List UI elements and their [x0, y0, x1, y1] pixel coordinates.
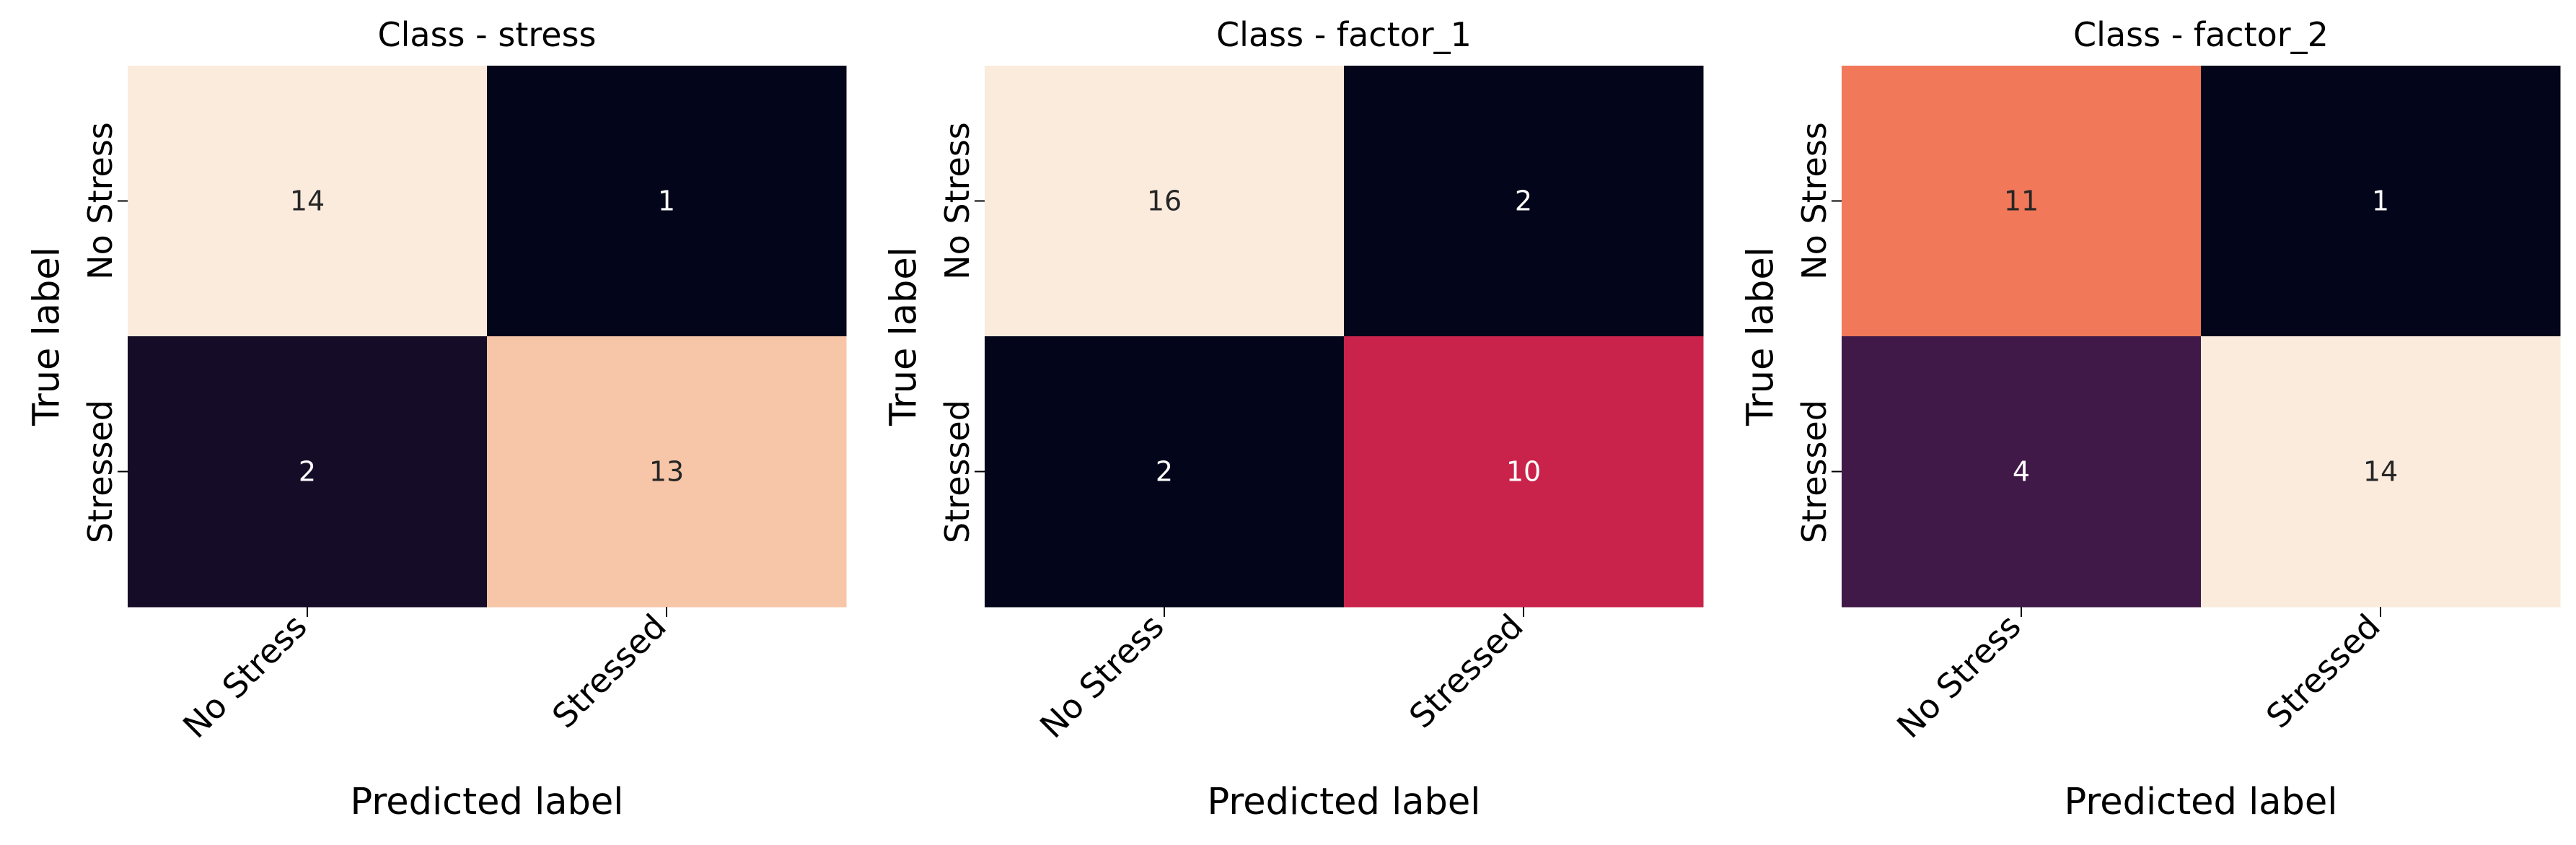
x-axis-label: Predicted label — [351, 781, 624, 823]
cell-value-label: 1 — [2372, 185, 2389, 217]
x-tick-label: Stressed — [545, 607, 674, 736]
y-axis-label: True label — [26, 247, 69, 426]
y-tick-label: No Stress — [81, 122, 120, 280]
cell-value-label: 2 — [299, 456, 316, 488]
x-tick-label: Stressed — [1402, 607, 1531, 736]
x-tick-label: Stressed — [2259, 607, 2388, 736]
y-tick-label: Stressed — [938, 400, 977, 543]
cell-value-label: 14 — [2363, 456, 2398, 488]
heatmap-panel: 14 1 2 13 Class - stress No Stress Stressed No … — [26, 15, 847, 823]
x-axis-label: Predicted label — [2065, 781, 2338, 823]
heatmap-cell — [985, 66, 1345, 337]
cell-value-label: 11 — [2004, 185, 2039, 217]
cell-value-label: 10 — [1506, 456, 1541, 488]
heatmap-cell — [1344, 66, 1704, 337]
heatmap-cell — [1344, 336, 1704, 608]
cell-value-label: 2 — [1515, 185, 1532, 217]
cell-value-label: 13 — [649, 456, 684, 488]
x-axis-label: Predicted label — [1208, 781, 1481, 823]
cell-value-label: 16 — [1147, 185, 1182, 217]
heatmap-cell — [487, 66, 847, 337]
heatmap-cell — [1842, 336, 2202, 608]
heatmap-cell — [1842, 66, 2202, 337]
heatmap-cell — [2201, 66, 2561, 337]
cell-value-label: 4 — [2013, 456, 2030, 488]
cell-value-label: 14 — [290, 185, 325, 217]
cell-value-label: 2 — [1156, 456, 1173, 488]
y-axis-label: True label — [883, 247, 926, 426]
y-tick-label: Stressed — [1795, 400, 1834, 543]
heatmap-panel: 16 2 2 10 Class - factor_1 No Stress Stressed N… — [883, 15, 1704, 823]
x-tick-label: No Stress — [1032, 607, 1171, 746]
chart-title: Class - factor_1 — [1216, 15, 1472, 54]
heatmap-cell — [985, 336, 1345, 608]
x-tick-label: No Stress — [175, 607, 315, 746]
heatmap-cell — [128, 336, 488, 608]
heatmap-cell — [487, 336, 847, 608]
y-axis-label: True label — [1740, 247, 1782, 426]
y-tick-label: No Stress — [938, 122, 977, 280]
chart-title: Class - factor_2 — [2073, 15, 2329, 54]
y-tick-label: No Stress — [1795, 122, 1834, 280]
chart-title: Class - stress — [378, 15, 597, 54]
heatmap-cell — [128, 66, 488, 337]
cell-value-label: 1 — [658, 185, 675, 217]
y-tick-label: Stressed — [81, 400, 120, 543]
heatmap-cell — [2201, 336, 2561, 608]
x-tick-label: No Stress — [1889, 607, 2028, 746]
